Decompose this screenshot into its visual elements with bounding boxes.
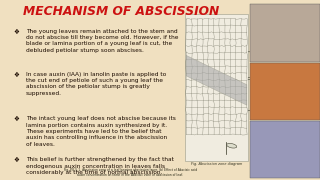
- Text: Fig. P.K.5.1. Abscission zone of a leaf bearing abscission layer. (b) Effect of : Fig. P.K.5.1. Abscission zone of a leaf …: [64, 168, 197, 177]
- FancyBboxPatch shape: [250, 63, 320, 120]
- Polygon shape: [186, 55, 247, 105]
- Text: This belief is further strengthened by the fact that
endogenous auxin concentrat: This belief is further strengthened by t…: [26, 157, 174, 175]
- Text: In case auxin (IAA) in lanolin paste is applied to
the cut end of petiole of suc: In case auxin (IAA) in lanolin paste is …: [26, 71, 166, 96]
- Ellipse shape: [227, 143, 237, 148]
- Text: ❖: ❖: [13, 29, 20, 35]
- FancyBboxPatch shape: [250, 4, 320, 62]
- Text: ❖: ❖: [13, 71, 20, 78]
- Text: MECHANISM OF ABSCISSION: MECHANISM OF ABSCISSION: [23, 5, 219, 18]
- FancyBboxPatch shape: [185, 14, 248, 161]
- FancyBboxPatch shape: [250, 121, 320, 178]
- Text: The young leaves remain attached to the stem and
do not abscise till they become: The young leaves remain attached to the …: [26, 29, 179, 53]
- Text: ❖: ❖: [13, 157, 20, 163]
- Text: Fig. Abscission zone diagram: Fig. Abscission zone diagram: [191, 162, 242, 166]
- Text: ❖: ❖: [13, 116, 20, 122]
- Text: The intact young leaf does not abscise because its
lamina portion contains auxin: The intact young leaf does not abscise b…: [26, 116, 176, 147]
